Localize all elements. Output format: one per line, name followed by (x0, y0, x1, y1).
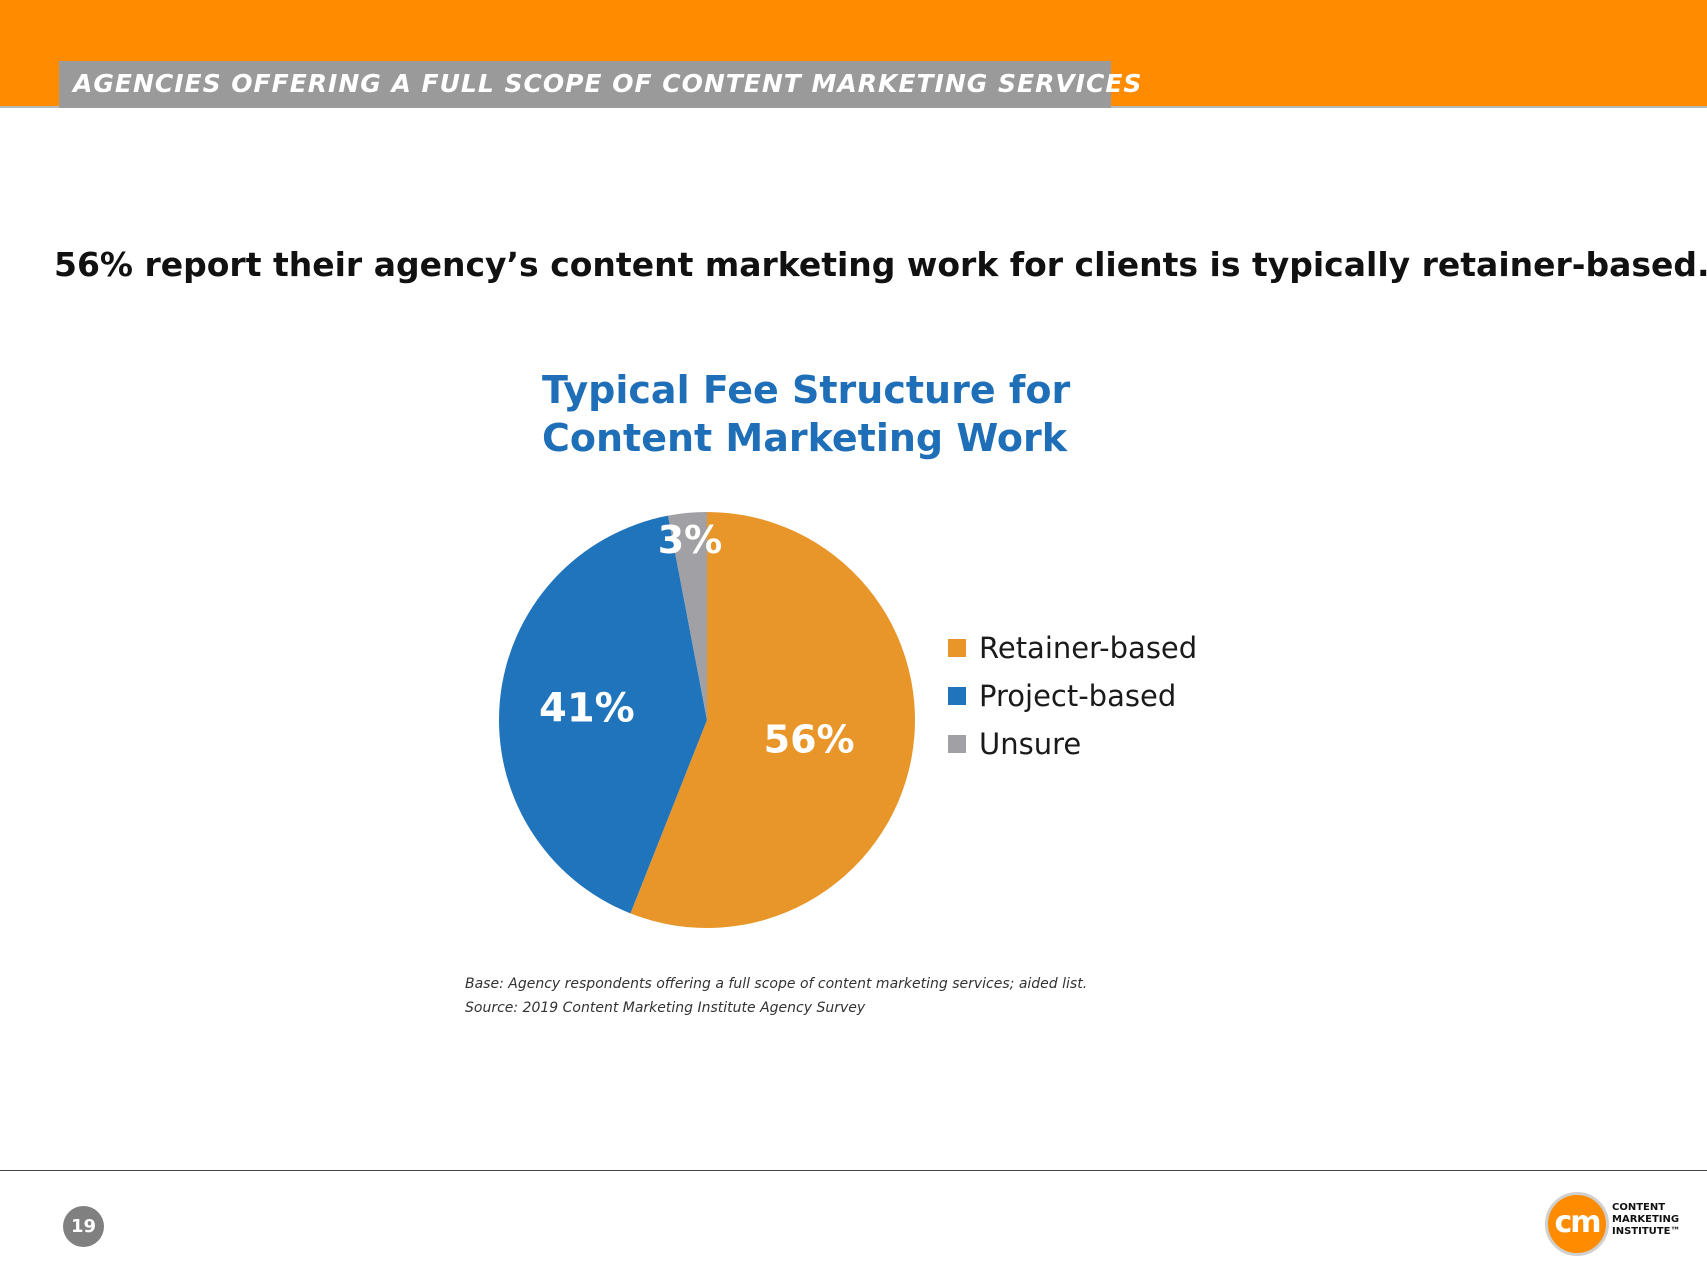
legend-label-project: Project-based (979, 679, 1177, 713)
data-label-project: 41% (539, 686, 635, 732)
header-title-bar (59, 61, 1111, 108)
headline: 56% report their agency’s content market… (54, 245, 1707, 284)
data-label-retainer: 56% (764, 717, 855, 761)
chart-title-line-1: Typical Fee Structure for (542, 368, 1071, 412)
logo-circle (1545, 1192, 1609, 1256)
pie-slice-project (499, 515, 707, 914)
logo-mark: cm (1554, 1205, 1601, 1240)
data-label-unsure: 3% (658, 518, 723, 562)
source-note: Source: 2019 Content Marketing Institute… (465, 1000, 866, 1016)
legend-swatch-retainer (948, 639, 966, 657)
cmi-logo: cm CONTENT MARKETING INSTITUTE™ (1545, 1191, 1695, 1257)
pie-slice-unsure (668, 512, 707, 720)
footer-divider (0, 1170, 1707, 1171)
base-note: Base: Agency respondents offering a full… (465, 976, 1088, 992)
header-title: AGENCIES OFFERING A FULL SCOPE OF CONTEN… (73, 69, 1143, 98)
legend-label-unsure: Unsure (979, 727, 1082, 761)
chart-title-line-2: Content Marketing Work (542, 416, 1068, 460)
legend-swatch-unsure (948, 735, 966, 753)
logo-wordmark: CONTENT MARKETING INSTITUTE™ (1612, 1202, 1681, 1237)
legend-label-retainer: Retainer-based (979, 631, 1198, 665)
legend-swatch-project (948, 687, 966, 705)
chart-title: Typical Fee Structure for Content Market… (542, 366, 1162, 462)
page-number-badge: 19 (63, 1206, 104, 1247)
pie-slice-retainer (630, 512, 915, 928)
